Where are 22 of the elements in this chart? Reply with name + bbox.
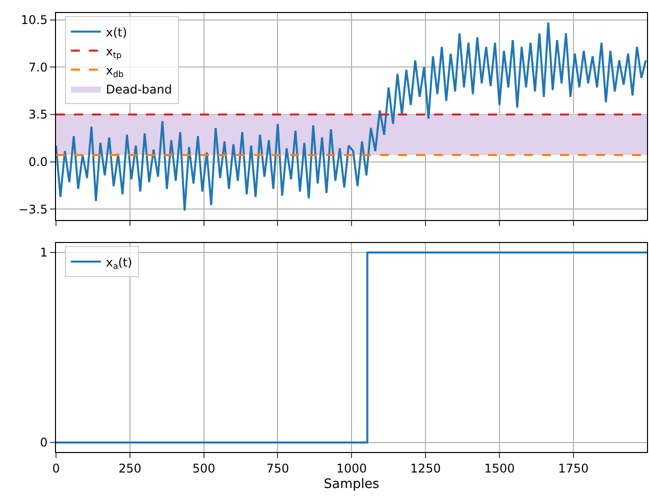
- x-axis-title: Samples: [324, 477, 380, 492]
- x-tick-label: 500: [192, 461, 216, 476]
- y-tick-label: 0: [40, 436, 48, 450]
- x-tick-label: 1750: [558, 461, 589, 476]
- y-tick-label: 1: [40, 246, 48, 260]
- y-tick-label: 0.0: [28, 155, 48, 170]
- y-tick-label: 3.5: [28, 108, 48, 122]
- x-tick-label: 750: [266, 461, 290, 476]
- x-tick-label: 250: [118, 461, 142, 476]
- x-tick-label: 1250: [410, 461, 441, 476]
- x-tick-label: 1500: [484, 461, 515, 476]
- legend-label: x$_{tp}$: [106, 44, 122, 60]
- legend-label: x(t): [106, 25, 128, 40]
- y-tick-label: −3.5: [18, 202, 48, 216]
- legend-label: x$_{db}$: [106, 63, 124, 79]
- x-tick-label: 0: [52, 461, 60, 476]
- legend-label: Dead-band: [106, 82, 172, 96]
- y-tick-label: 7.0: [28, 60, 48, 74]
- x-tick-label: 1000: [336, 461, 367, 476]
- y-tick-label: 10.5: [20, 12, 48, 27]
- line-series: [56, 21, 647, 212]
- legend-label: x$_{a}$(t): [106, 255, 132, 271]
